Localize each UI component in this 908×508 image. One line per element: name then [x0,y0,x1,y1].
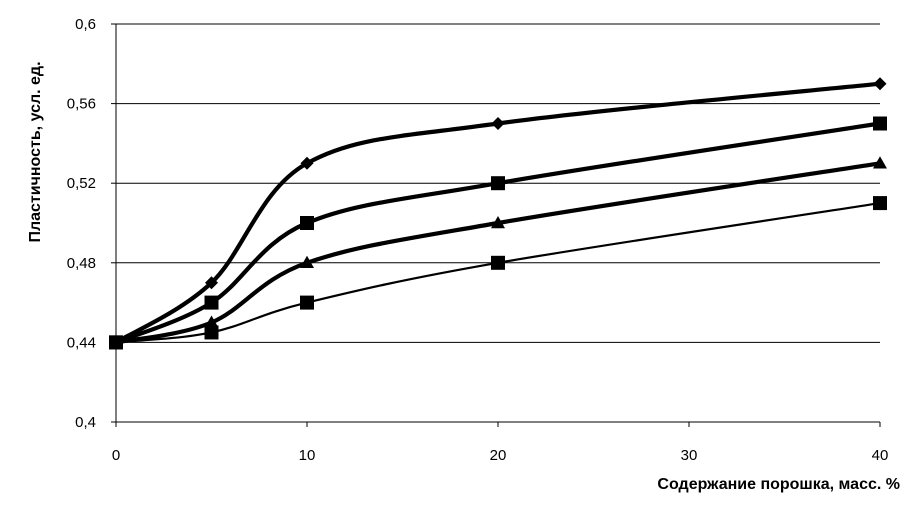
x-tick-label-1: 10 [299,447,316,464]
series-2-point-3 [491,176,505,191]
series-1-point-4 [873,77,887,91]
x-tick-label-4: 40 [872,447,889,464]
series-4-point-2 [300,295,314,310]
axis-layer: 0,4 0,44 0,48 0,52 0,56 0,6 0 10 20 30 40 [67,16,889,464]
marker-layer [109,77,887,350]
series-2-point-2 [300,216,314,230]
series-4-point-4 [873,196,887,211]
series-1-point-2 [300,156,314,170]
series-line-2 [113,121,883,345]
x-axis-title: Содержание порошка, масс. % [657,476,900,493]
series-2-point-4 [873,116,887,131]
y-axis-title: Пластичность, усл. ед. [27,61,44,242]
series-2-point-1 [204,295,219,310]
series-4-point-3 [491,255,505,270]
x-tick-label-3: 30 [681,447,698,464]
y-tick-label-3: 0,52 [67,175,96,192]
y-tick-label-4: 0,56 [67,96,96,113]
y-tick-label-5: 0,6 [75,16,96,33]
series-3-point-3 [491,216,505,229]
x-tick-label-2: 20 [490,447,507,464]
series-1-point-1 [205,276,218,290]
series-line-1 [113,81,883,345]
y-tick-label-2: 0,48 [67,255,96,272]
series-3-point-2 [300,255,314,269]
y-tick-label-0: 0,4 [75,414,96,431]
series-3-point-1 [204,315,219,328]
series-4-point-1 [204,325,219,340]
series-3-point-4 [873,156,887,169]
y-tick-label-1: 0,44 [67,334,96,351]
series-1-point-3 [491,117,505,130]
series-4-point-0 [109,335,123,350]
x-tick-label-0: 0 [112,447,120,464]
